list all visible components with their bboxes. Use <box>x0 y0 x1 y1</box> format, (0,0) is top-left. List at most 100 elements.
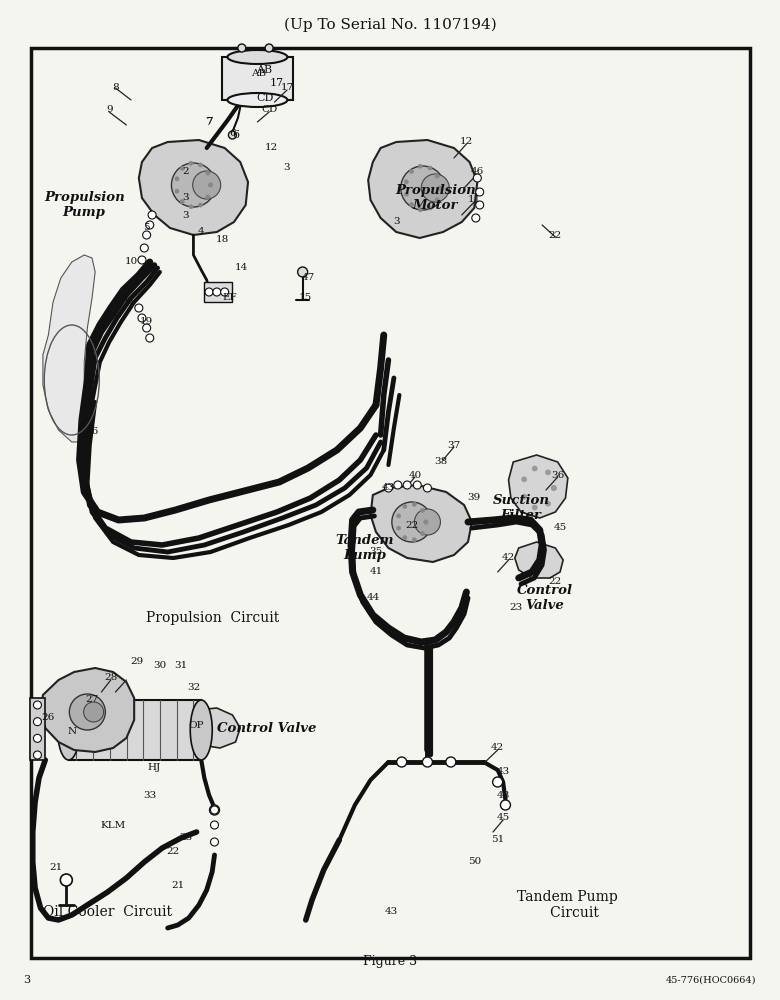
Circle shape <box>402 536 407 540</box>
Circle shape <box>545 501 551 506</box>
Text: 3: 3 <box>393 218 399 227</box>
Text: 30: 30 <box>154 660 166 670</box>
Text: 4: 4 <box>198 228 204 236</box>
Text: 38: 38 <box>434 458 447 466</box>
Circle shape <box>414 509 441 535</box>
Text: 22: 22 <box>406 520 418 530</box>
Circle shape <box>410 203 413 207</box>
Text: 23: 23 <box>510 603 523 612</box>
Text: 5: 5 <box>144 224 150 232</box>
Circle shape <box>34 701 41 709</box>
Text: 3: 3 <box>23 975 30 985</box>
Text: 16: 16 <box>86 428 98 436</box>
Circle shape <box>404 180 408 184</box>
Circle shape <box>532 466 537 471</box>
Text: 47: 47 <box>302 273 314 282</box>
Text: Suction
Filter: Suction Filter <box>492 494 550 522</box>
Text: 12: 12 <box>265 143 278 152</box>
Text: Oil Cooler  Circuit: Oil Cooler Circuit <box>43 905 172 919</box>
Text: Tandem Pump
   Circuit: Tandem Pump Circuit <box>517 890 619 920</box>
Text: 28: 28 <box>105 674 117 682</box>
Circle shape <box>424 484 431 492</box>
Text: FG: FG <box>119 298 134 306</box>
Circle shape <box>205 288 213 296</box>
Circle shape <box>397 514 401 518</box>
Text: 17: 17 <box>270 78 284 88</box>
Circle shape <box>34 718 41 726</box>
Circle shape <box>221 288 229 296</box>
Circle shape <box>208 183 213 187</box>
Polygon shape <box>41 668 134 752</box>
Text: 9: 9 <box>106 105 112 114</box>
Circle shape <box>397 757 406 767</box>
Text: Figure 3: Figure 3 <box>363 956 417 968</box>
Text: Control Valve: Control Valve <box>217 722 317 734</box>
Text: 35: 35 <box>370 548 382 556</box>
Text: 10: 10 <box>125 257 137 266</box>
Text: 6: 6 <box>229 128 236 137</box>
Circle shape <box>424 520 428 524</box>
Polygon shape <box>222 57 292 100</box>
Circle shape <box>410 169 413 173</box>
Text: HJ: HJ <box>148 764 161 772</box>
Text: OP: OP <box>189 720 204 730</box>
Text: CD: CD <box>261 105 277 114</box>
Circle shape <box>189 161 193 165</box>
Text: 43: 43 <box>385 908 398 916</box>
Circle shape <box>143 324 151 332</box>
Circle shape <box>413 538 417 542</box>
Circle shape <box>438 186 442 190</box>
Circle shape <box>34 751 41 759</box>
Text: 29: 29 <box>130 658 143 666</box>
Circle shape <box>69 694 105 730</box>
Polygon shape <box>191 708 240 748</box>
Text: 32: 32 <box>187 684 200 692</box>
Circle shape <box>211 821 218 829</box>
Circle shape <box>428 206 432 210</box>
Circle shape <box>404 192 408 196</box>
Text: 42: 42 <box>491 744 504 752</box>
Text: 17: 17 <box>281 84 293 93</box>
Circle shape <box>189 205 193 209</box>
Text: Control
Valve: Control Valve <box>516 584 573 612</box>
Text: N: N <box>67 728 76 736</box>
Circle shape <box>208 183 213 187</box>
Circle shape <box>402 504 407 508</box>
Text: Tandem
Pump: Tandem Pump <box>336 534 395 562</box>
Text: 22: 22 <box>549 231 562 239</box>
Polygon shape <box>69 700 201 760</box>
Circle shape <box>229 131 236 139</box>
Circle shape <box>394 481 402 489</box>
Text: 23: 23 <box>179 834 192 842</box>
Circle shape <box>403 481 411 489</box>
Text: 40: 40 <box>409 471 421 480</box>
Circle shape <box>401 166 445 210</box>
Polygon shape <box>43 255 95 442</box>
Circle shape <box>418 164 422 168</box>
Text: 18: 18 <box>216 235 229 244</box>
Text: 37: 37 <box>448 440 460 450</box>
Text: 45: 45 <box>554 524 566 532</box>
Text: 36: 36 <box>551 471 564 480</box>
Text: 27: 27 <box>86 696 98 704</box>
Text: 48: 48 <box>497 790 509 800</box>
Text: 51: 51 <box>491 836 504 844</box>
Circle shape <box>397 526 401 530</box>
Circle shape <box>143 231 151 239</box>
Circle shape <box>180 166 184 170</box>
Text: 22: 22 <box>549 578 562 586</box>
Text: 3: 3 <box>183 211 189 220</box>
Circle shape <box>211 838 218 846</box>
Circle shape <box>83 702 104 722</box>
Circle shape <box>493 777 502 787</box>
Text: Propulsion
Pump: Propulsion Pump <box>44 191 125 219</box>
Polygon shape <box>509 455 568 518</box>
Ellipse shape <box>58 700 80 760</box>
Circle shape <box>424 520 428 524</box>
Text: 3: 3 <box>284 163 290 172</box>
Text: 41: 41 <box>370 568 382 576</box>
Polygon shape <box>368 140 477 238</box>
Text: 45-776(HOC0664): 45-776(HOC0664) <box>666 976 757 984</box>
Text: 33: 33 <box>144 790 156 800</box>
Circle shape <box>210 805 219 815</box>
